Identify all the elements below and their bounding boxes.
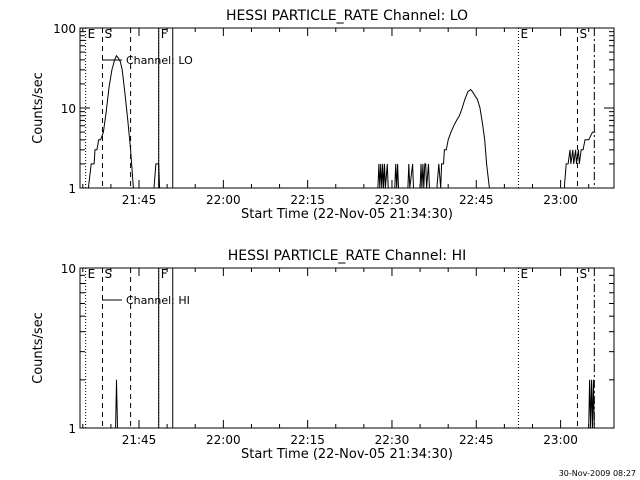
x-tick-label: 22:00 [206,433,241,447]
event-marker-label: S [579,267,587,281]
x-axis-label: Start Time (22-Nov-05 21:34:30) [241,207,453,222]
event-marker-label: E [88,267,96,281]
data-series-line [407,163,414,189]
x-tick-label: 22:45 [459,193,494,207]
chart-title: HESSI PARTICLE_RATE Channel: HI [228,248,466,264]
data-series-line [153,163,161,189]
x-tick-label: 22:45 [459,433,494,447]
data-series-line [588,379,595,429]
data-series-line [419,163,430,189]
y-tick-label: 1 [68,182,76,196]
x-tick-label: 21:45 [122,193,157,207]
x-tick-label: 21:45 [122,433,157,447]
plot-frame [79,267,615,429]
event-marker-label: S [579,27,587,41]
legend-label: Channel: HI [126,294,190,307]
event-marker-label: E [520,27,528,41]
x-tick-label: 22:00 [206,193,241,207]
hi-channel-panel: HESSI PARTICLE_RATE Channel: HI 21:45 22:0… [31,248,615,462]
data-series-line [394,163,399,189]
x-tick-label: 22:30 [375,433,410,447]
y-tick-label: 10 [61,262,76,276]
event-marker-label: E [88,27,96,41]
data-series-line [115,379,118,429]
event-marker-label: E [520,267,528,281]
event-marker-label: F [161,27,168,41]
data-series-line [87,54,134,189]
x-tick-label: 23:00 [543,433,578,447]
x-axis-label: Start Time (22-Nov-05 21:34:30) [241,447,453,462]
x-tick-label: 23:00 [543,193,578,207]
event-marker-label: S [104,27,112,41]
data-series-line [436,88,490,189]
data-series-line [563,131,596,189]
plot-timestamp: 30-Nov-2009 08:27 [559,469,636,478]
event-marker-label: F [161,267,168,281]
plot-frame [79,27,615,189]
chart-title: HESSI PARTICLE_RATE Channel: LO [226,8,468,24]
event-marker-label: S [104,267,112,281]
data-series-line [377,163,389,189]
y-tick-label: 100 [53,22,76,36]
x-tick-label: 22:15 [290,433,325,447]
y-tick-label: 1 [68,422,76,436]
x-tick-label: 22:30 [375,193,410,207]
y-axis-label: Counts/sec [31,312,46,384]
legend-label: Channel: LO [126,54,193,67]
y-tick-label: 10 [61,102,76,116]
x-tick-label: 22:15 [290,193,325,207]
lo-channel-panel: HESSI PARTICLE_RATE Channel: LO 21:45 22:0… [31,8,615,222]
y-axis-label: Counts/sec [31,72,46,144]
